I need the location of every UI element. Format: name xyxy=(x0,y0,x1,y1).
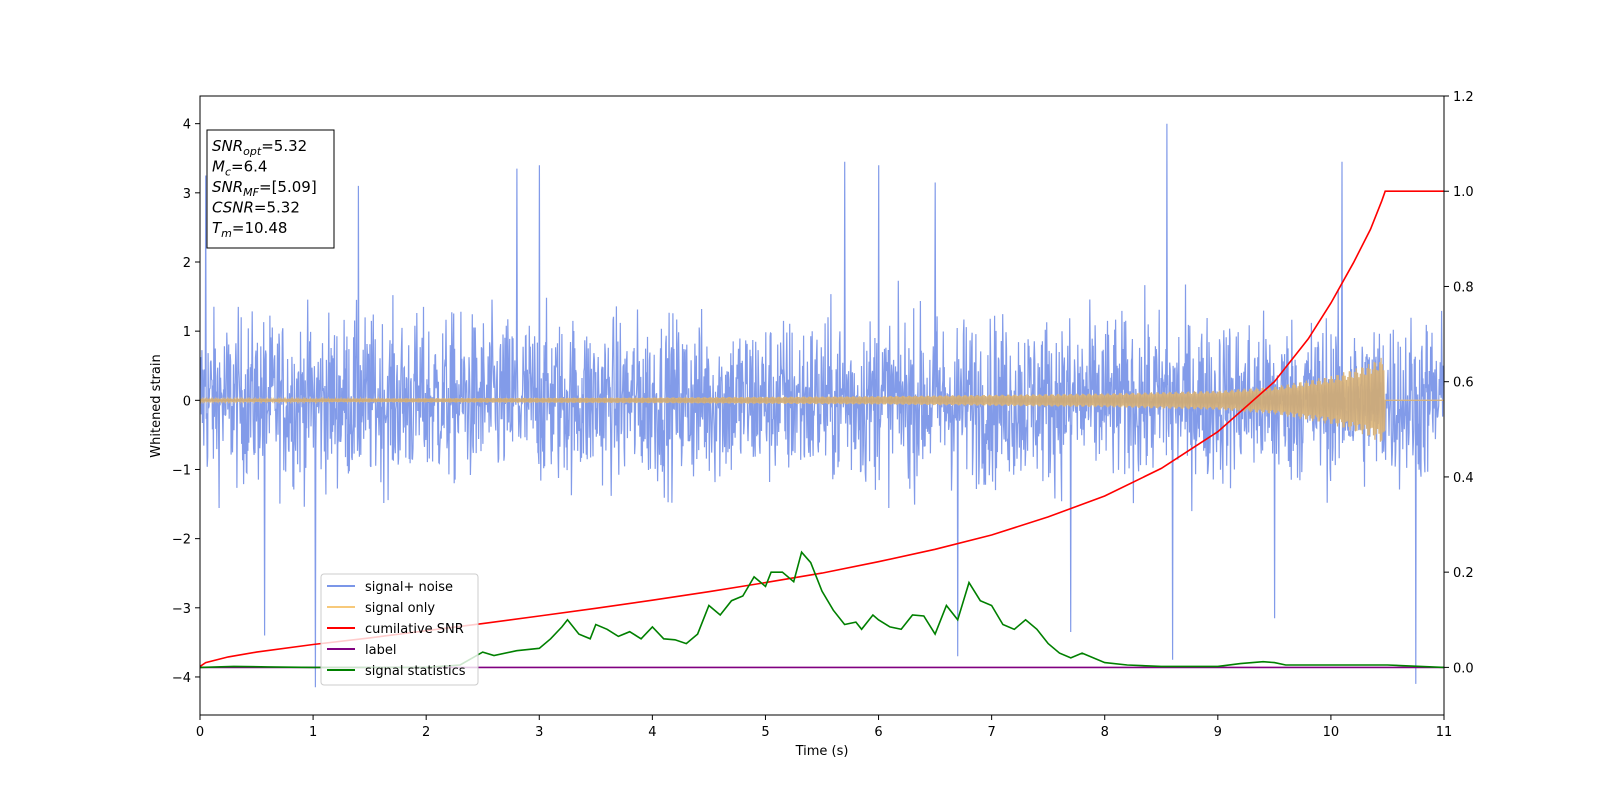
x-tick-label: 1 xyxy=(309,725,317,740)
annotation-symbol: T xyxy=(212,219,223,237)
annotation-line: Tm=10.48 xyxy=(212,219,287,240)
x-tick-label: 4 xyxy=(648,725,656,740)
y-axis-title: Whitened strain xyxy=(149,354,164,457)
legend-label: signal+ noise xyxy=(365,580,453,595)
y-right-tick-label: 0.4 xyxy=(1453,471,1474,486)
annotation-subscript: opt xyxy=(243,145,262,158)
axis-ticks: 0 1 2 3 4 5 6 7 8 9 10 11 −4 −3 −2 −1 0 1 2 3 4 0.0 0.2 0.4 0.6 0… xyxy=(172,90,1474,740)
annotation-symbol: CSNR xyxy=(212,199,254,217)
annotation-value: =5.32 xyxy=(261,137,307,155)
y-left-tick-label: −4 xyxy=(172,671,191,686)
annotation-value: =5.32 xyxy=(254,199,300,217)
legend-label: signal only xyxy=(365,601,435,616)
y-right-tick-label: 0.8 xyxy=(1453,280,1474,295)
legend-label: cumilative SNR xyxy=(365,622,464,637)
legend-frame xyxy=(320,573,479,686)
x-tick-label: 5 xyxy=(761,725,769,740)
x-tick-label: 0 xyxy=(196,725,204,740)
y-left-tick-label: −1 xyxy=(172,463,191,478)
x-tick-label: 2 xyxy=(422,725,430,740)
series-signal-only-overlap xyxy=(200,357,1444,442)
legend: signal+ noise signal only cumilative SNR la… xyxy=(320,573,479,686)
x-tick-label: 9 xyxy=(1214,725,1222,740)
y-right-tick-label: 1.2 xyxy=(1453,90,1474,105)
x-tick-label: 3 xyxy=(535,725,543,740)
annotation-subscript: c xyxy=(225,166,231,179)
x-tick-label: 10 xyxy=(1323,725,1340,740)
x-tick-label: 11 xyxy=(1436,725,1453,740)
x-axis-title: Time (s) xyxy=(795,744,849,759)
y-right-tick-label: 0.0 xyxy=(1453,661,1474,676)
plot-frame xyxy=(199,95,1445,716)
x-tick-label: 8 xyxy=(1101,725,1109,740)
y-left-tick-label: 3 xyxy=(183,187,191,202)
annotation-subscript: MF xyxy=(243,186,259,199)
y-left-tick-label: 2 xyxy=(183,256,191,271)
annotation-line: Mc=6.4 xyxy=(212,158,267,179)
annotation-symbol: SNR xyxy=(212,178,243,196)
y-left-tick-label: −3 xyxy=(172,602,191,617)
x-tick-label: 7 xyxy=(987,725,995,740)
annotation-symbol: SNR xyxy=(212,137,243,155)
series-signal-statistics xyxy=(200,550,1444,669)
y-left-tick-label: 4 xyxy=(183,118,191,133)
annotation-line: SNRopt=5.32 xyxy=(212,137,307,158)
annotation-box: SNRopt=5.32Mc=6.4SNRMF=[5.09]CSNR=5.32Tm… xyxy=(206,129,335,249)
legend-label: label xyxy=(365,643,396,658)
annotation-value: =6.4 xyxy=(231,158,267,176)
y-left-tick-label: 0 xyxy=(183,394,191,409)
y-right-tick-label: 0.2 xyxy=(1453,566,1474,581)
annotation-box-frame xyxy=(206,129,335,249)
x-tick-label: 6 xyxy=(874,725,882,740)
legend-label: signal statistics xyxy=(365,664,466,679)
y-right-tick-label: 1.0 xyxy=(1453,185,1474,200)
y-left-tick-label: 1 xyxy=(183,325,191,340)
annotation-line: SNRMF=[5.09] xyxy=(212,178,317,199)
annotation-value: =[5.09] xyxy=(259,178,317,196)
annotation-subscript: m xyxy=(221,227,232,240)
y-right-tick-label: 0.6 xyxy=(1453,376,1474,391)
y-left-tick-label: −2 xyxy=(172,533,191,548)
annotation-line: CSNR=5.32 xyxy=(212,199,300,217)
annotation-value: =10.48 xyxy=(232,219,288,237)
annotation-symbol: M xyxy=(212,158,225,176)
